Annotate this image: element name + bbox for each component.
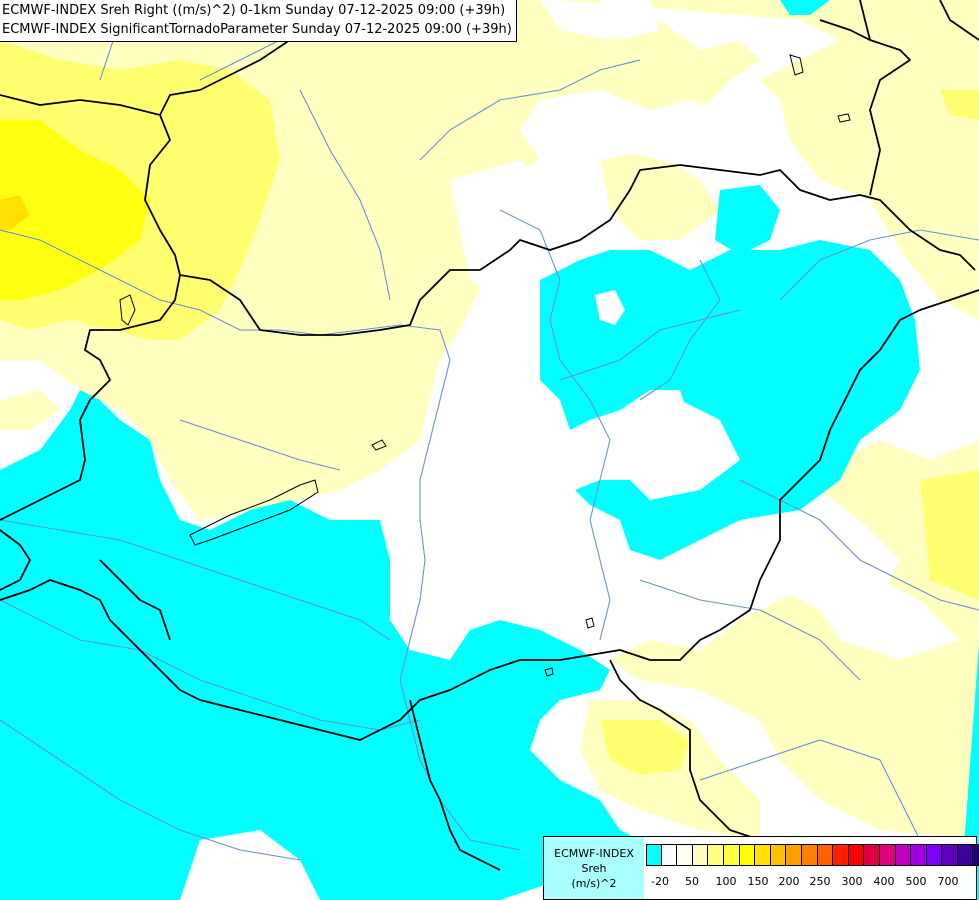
legend-swatch (942, 844, 958, 866)
white-holes-in-cyan (180, 290, 740, 900)
legend-title-line-1: ECMWF-INDEX (554, 846, 634, 860)
legend-swatch (817, 844, 834, 866)
legend-swatch (833, 844, 849, 866)
legend-swatch (801, 844, 818, 866)
legend-swatch (864, 844, 880, 866)
legend-swatch (755, 844, 771, 866)
legend-tick-label: 200 (778, 875, 800, 888)
legend-tick-label: 400 (873, 875, 895, 888)
legend-tick-label: 250 (809, 875, 831, 888)
legend-tick-label: 700 (937, 875, 959, 888)
legend-swatch (770, 844, 787, 866)
bright-yellow-field (0, 120, 150, 300)
legend-title: ECMWF-INDEX Sreh (m/s)^2 (544, 837, 644, 899)
map-title-box: ECMWF-INDEX Sreh Right ((m/s)^2) 0-1km S… (0, 0, 517, 42)
color-legend: ECMWF-INDEX Sreh (m/s)^2 -20 50 100 150 200 2… (543, 836, 979, 900)
map-title-line-2: ECMWF-INDEX SignificantTornadoParameter … (2, 22, 512, 37)
legend-title-line-3: (m/s)^2 (571, 876, 617, 890)
white-holes (450, 0, 960, 660)
legend-swatches (646, 844, 979, 866)
map-title-line-1: ECMWF-INDEX Sreh Right ((m/s)^2) 0-1km S… (2, 3, 506, 18)
legend-swatch (895, 844, 912, 866)
legend-tick-label: 100 (715, 875, 737, 888)
legend-swatch (848, 844, 865, 866)
legend-swatch (739, 844, 756, 866)
country-borders (0, 0, 979, 871)
legend-swatch (723, 844, 740, 866)
rivers (0, 0, 979, 861)
legend-swatch (926, 844, 943, 866)
legend-swatch (957, 844, 974, 866)
legend-swatch (692, 844, 709, 866)
lakes (119, 54, 851, 677)
legend-swatch (661, 844, 678, 866)
gold-patch (0, 195, 30, 230)
legend-swatch (879, 844, 896, 866)
legend-tick-label: 150 (747, 875, 769, 888)
legend-swatch (708, 844, 724, 866)
legend-swatch (646, 844, 662, 866)
legend-swatch (911, 844, 927, 866)
legend-tick-label: 300 (841, 875, 863, 888)
legend-swatch (677, 844, 693, 866)
legend-tick-label: -20 (651, 875, 669, 888)
legend-tick-label: 50 (685, 875, 699, 888)
legend-swatch (973, 844, 979, 866)
legend-tick-label: 500 (905, 875, 927, 888)
legend-tick-labels: -20 50 100 150 200 250 300 400 500 700 (646, 875, 976, 889)
legend-title-line-2: Sreh (581, 861, 607, 875)
legend-swatch (786, 844, 802, 866)
